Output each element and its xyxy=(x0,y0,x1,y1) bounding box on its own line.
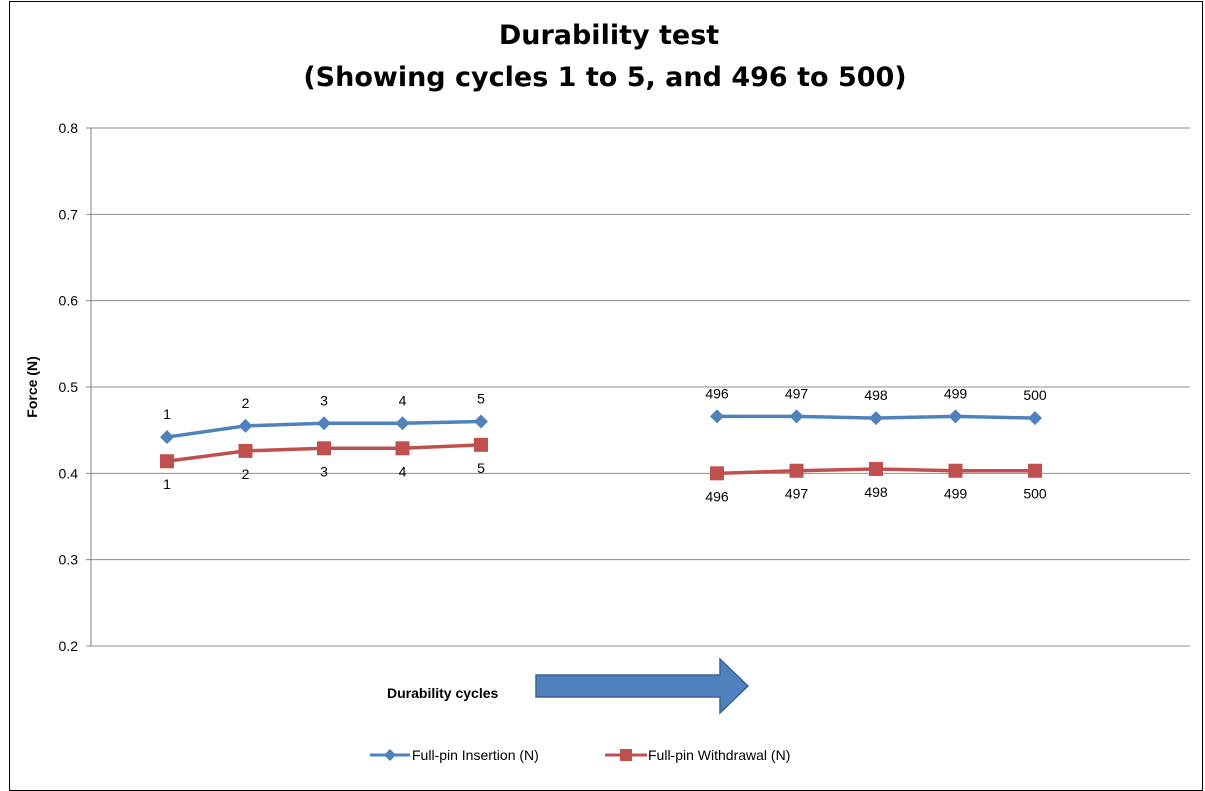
durability-chart: Durability test (Showing cycles 1 to 5, … xyxy=(24,20,1190,763)
legend-label-insertion: Full-pin Insertion (N) xyxy=(412,747,539,763)
data-label: 1 xyxy=(163,476,171,492)
chart-subtitle: (Showing cycles 1 to 5, and 496 to 500) xyxy=(303,62,906,93)
data-label: 496 xyxy=(705,385,729,401)
data-label: 5 xyxy=(477,391,485,407)
data-label: 4 xyxy=(399,392,407,408)
y-tick-label: 0.4 xyxy=(59,465,79,481)
data-label: 5 xyxy=(477,460,485,476)
data-label: 496 xyxy=(705,488,729,504)
data-point xyxy=(474,437,488,452)
data-point xyxy=(710,466,724,481)
data-point xyxy=(474,414,488,429)
data-label: 1 xyxy=(163,406,171,422)
x-axis-label: Durability cycles xyxy=(387,685,498,701)
data-label: 500 xyxy=(1023,486,1047,502)
y-tick-label: 0.2 xyxy=(59,638,79,654)
data-point xyxy=(317,416,331,431)
data-point xyxy=(948,463,963,478)
data-labels: 1 2 3 4 5 496 497 498 499 500 1 2 3 4 5 496 497 498 499 500 xyxy=(163,385,1047,504)
chart-title: Durability test xyxy=(499,20,719,51)
data-point xyxy=(160,454,174,469)
data-label: 498 xyxy=(864,387,888,403)
data-label: 3 xyxy=(320,392,328,408)
data-label: 497 xyxy=(785,385,809,401)
data-point xyxy=(948,409,963,424)
legend-marker-withdrawal xyxy=(620,749,632,761)
data-label: 499 xyxy=(944,385,968,401)
legend: Full-pin Insertion (N) Full-pin Withdraw… xyxy=(370,747,790,763)
y-tick-label: 0.7 xyxy=(59,206,79,222)
data-point xyxy=(869,462,883,477)
data-point xyxy=(789,463,804,478)
series-layer xyxy=(160,409,1042,481)
y-tick-label: 0.8 xyxy=(59,120,79,136)
data-point xyxy=(869,411,883,426)
legend-label-withdrawal: Full-pin Withdrawal (N) xyxy=(648,747,790,763)
direction-arrow-icon xyxy=(535,657,750,715)
data-point xyxy=(1028,463,1042,478)
data-point xyxy=(160,430,174,445)
data-point xyxy=(395,441,410,456)
data-point xyxy=(317,441,331,456)
data-label: 4 xyxy=(399,463,407,479)
data-point xyxy=(238,443,253,458)
data-label: 499 xyxy=(944,486,968,502)
data-point xyxy=(789,409,804,424)
data-label: 497 xyxy=(785,486,809,502)
legend-marker-insertion xyxy=(384,749,396,761)
data-point xyxy=(1028,411,1042,426)
data-point xyxy=(710,409,724,424)
y-tick-label: 0.3 xyxy=(59,552,79,568)
y-tick-labels: 0.8 0.7 0.6 0.5 0.4 0.3 0.2 xyxy=(59,120,79,654)
data-label: 3 xyxy=(320,463,328,479)
data-label: 500 xyxy=(1023,387,1047,403)
data-point xyxy=(238,418,253,433)
data-label: 2 xyxy=(242,395,250,411)
gridlines xyxy=(86,127,1190,647)
y-tick-label: 0.5 xyxy=(59,379,79,395)
data-label: 498 xyxy=(864,484,888,500)
y-axis-label: Force (N) xyxy=(24,356,40,417)
data-label: 2 xyxy=(242,466,250,482)
y-tick-label: 0.6 xyxy=(59,293,79,309)
data-point xyxy=(395,416,410,431)
